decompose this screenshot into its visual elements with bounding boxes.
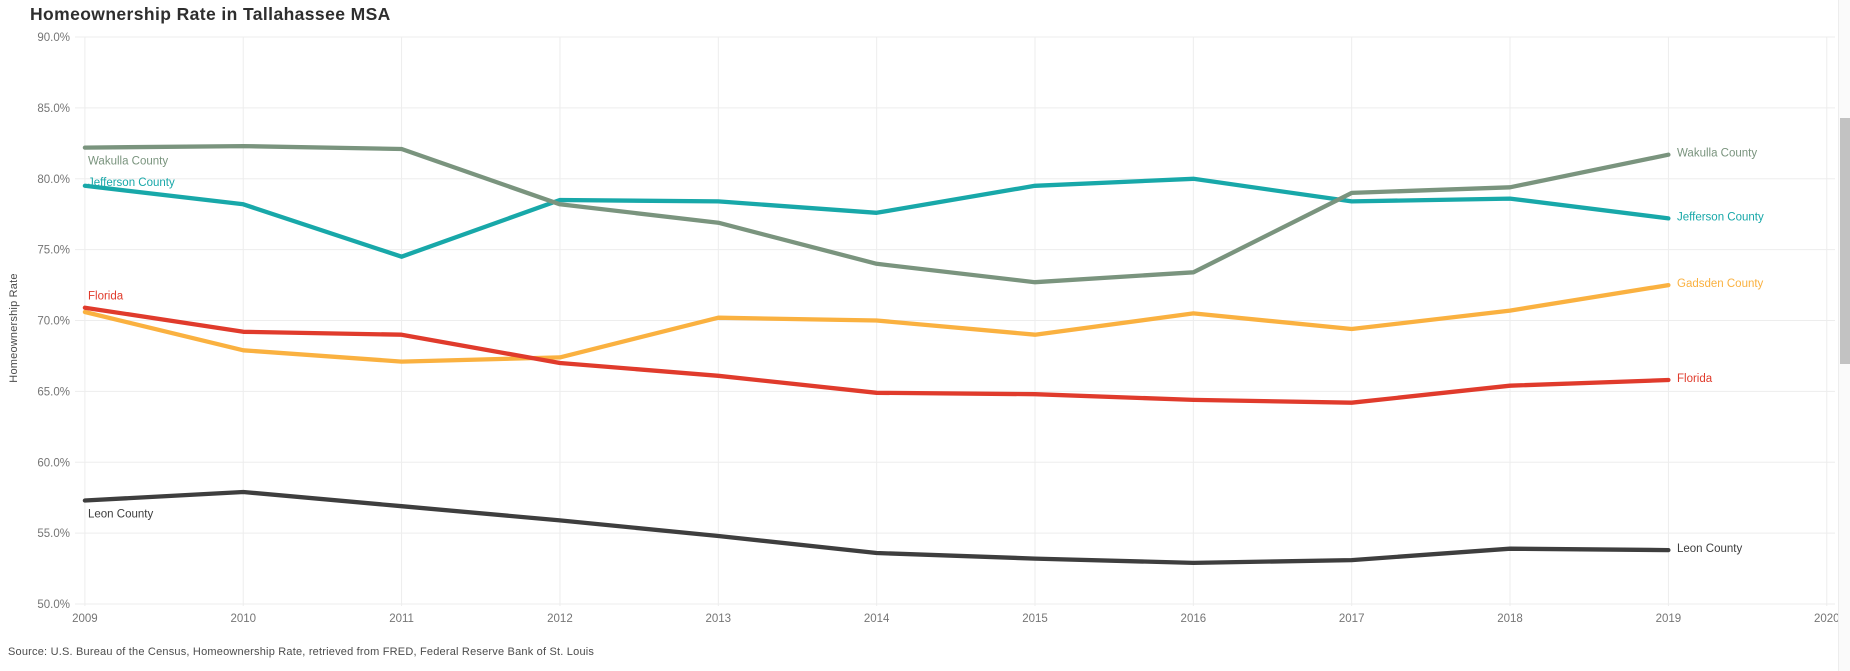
series-left-label: Leon County [88, 509, 153, 521]
series-line-wakulla-county [82, 143, 1671, 285]
x-tick-label: 2020 [1814, 613, 1840, 625]
x-tick-label: 2011 [389, 613, 414, 625]
x-tick-label: 2012 [547, 613, 573, 625]
series-right-label: Florida [1677, 373, 1713, 385]
y-tick-label: 90.0% [37, 32, 70, 44]
x-tick-label: 2016 [1181, 613, 1207, 625]
y-tick-label: 60.0% [37, 457, 70, 469]
series-right-label: Leon County [1677, 543, 1742, 555]
y-tick-label: 50.0% [37, 599, 70, 611]
y-tick-label: 85.0% [37, 103, 70, 115]
y-tick-label: 55.0% [37, 528, 70, 540]
x-tick-label: 2018 [1497, 613, 1523, 625]
x-tick-label: 2019 [1656, 613, 1682, 625]
series-line-jefferson-county [82, 176, 1671, 259]
chart-title: Homeownership Rate in Tallahassee MSA [30, 4, 391, 24]
series-line-gadsden-county [82, 282, 1671, 364]
series-right-label: Gadsden County [1677, 278, 1764, 290]
y-tick-label: 70.0% [37, 316, 70, 328]
series-right-label: Jefferson County [1677, 211, 1764, 223]
y-tick-label: 75.0% [37, 245, 70, 257]
series-right-label: Wakulla County [1677, 148, 1757, 160]
x-tick-label: 2017 [1339, 613, 1365, 625]
series-left-label: Florida [88, 291, 124, 303]
scrollbar-thumb[interactable] [1840, 118, 1850, 364]
y-axis-title: Homeownership Rate [8, 273, 20, 383]
series-left-label: Wakulla County [88, 156, 168, 168]
x-tick-label: 2013 [706, 613, 732, 625]
series-left-label: Jefferson County [88, 177, 175, 189]
x-tick-label: 2015 [1022, 613, 1048, 625]
x-tick-label: 2014 [864, 613, 890, 625]
x-tick-label: 2010 [230, 613, 256, 625]
x-tick-label: 2009 [72, 613, 98, 625]
series-line-florida [82, 305, 1671, 405]
series-line-leon-county [82, 489, 1671, 566]
scrollbar-track[interactable] [1838, 0, 1850, 671]
y-tick-label: 80.0% [37, 174, 70, 186]
y-tick-label: 65.0% [37, 386, 70, 398]
source-note: Source: U.S. Bureau of the Census, Homeo… [8, 646, 595, 658]
